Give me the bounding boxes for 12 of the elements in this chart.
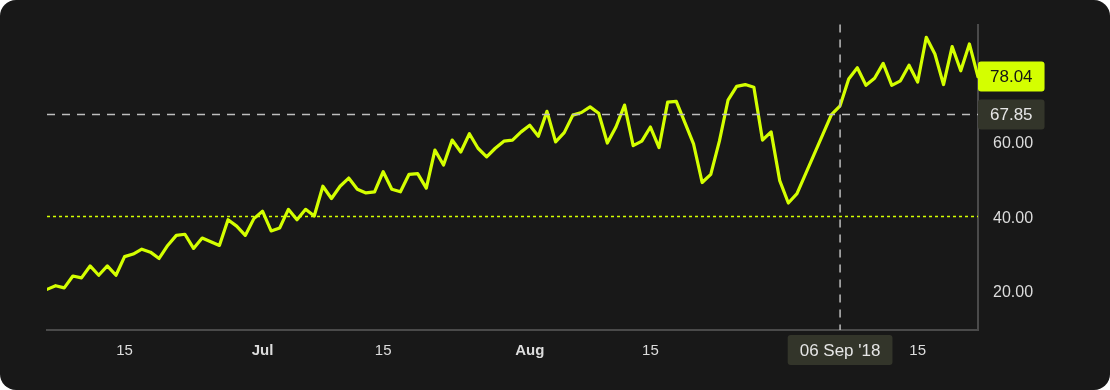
annotation: 78.04 [990, 67, 1033, 87]
x-tick-label: Jul [251, 341, 274, 359]
x-tick-label: 15 [374, 341, 392, 359]
y-tick-label: 60.00 [993, 134, 1034, 152]
ref-line-label: 06 Sep '18 [799, 340, 881, 360]
x-tick-label: 15 [642, 341, 659, 359]
ref-line-label: 67.85 [990, 105, 1033, 125]
y-tick-label: 20.00 [993, 283, 1034, 301]
y-tick-label: 40.00 [993, 208, 1034, 226]
x-tick-label: 15 [116, 341, 133, 359]
x-tick-label: 15 [909, 341, 926, 359]
x-tick-label: Aug [515, 341, 545, 359]
